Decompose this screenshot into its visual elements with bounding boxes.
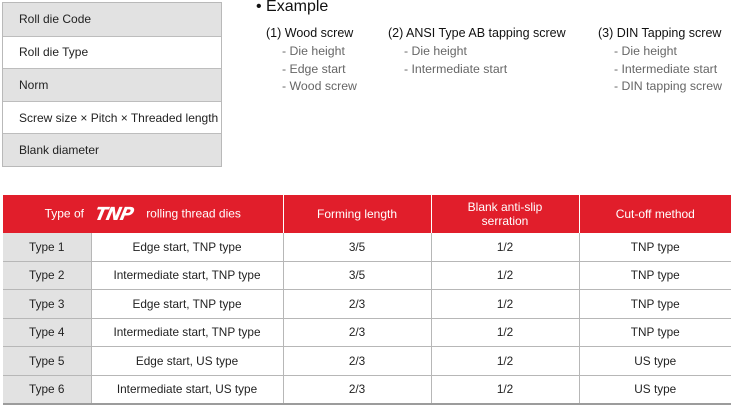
example-item: - Intermediate start [614,61,718,76]
example-ansi-tapping-screw: (2) ANSI Type AB tapping screw - Die hei… [388,26,566,78]
example-title: • Example [256,0,329,15]
cell-cutoff: US type [578,346,732,376]
cell-serration: 1/2 [430,261,580,290]
example-wood-screw: (1) Wood screw - Die height - Edge start… [266,26,357,96]
example-din-tapping-screw: (3) DIN Tapping screw - Die height - Int… [598,26,722,96]
cell-forming-length: 2/3 [282,375,432,405]
cell-start: Intermediate start, US type [90,375,284,405]
code-row-blank-diameter: Blank diameter [3,133,221,166]
example-item: - DIN tapping screw [614,79,722,93]
cell-type: Type 2 [3,261,91,290]
table-header-row: Type of TNP rolling thread dies Forming … [3,195,732,233]
header-type-of-dies: Type of TNP rolling thread dies [3,195,284,233]
header-type-suffix: rolling thread dies [146,206,241,221]
header-forming-length: Forming length [282,195,432,233]
cell-serration: 1/2 [430,289,580,319]
cell-type: Type 1 [3,233,91,262]
cell-type: Type 6 [3,375,91,405]
tnp-logo: TNP [93,203,136,225]
roll-die-code-box: Roll die Code Roll die Type Norm Screw s… [2,2,222,167]
table-row: Type 3 Edge start, TNP type 2/3 1/2 TNP … [3,289,732,319]
example-heading: (1) Wood screw [266,26,354,40]
cell-cutoff: TNP type [578,318,732,347]
example-heading: (2) ANSI Type AB tapping screw [388,26,566,40]
code-row-roll-die-type: Roll die Type [3,35,221,69]
example-item: - Edge start [282,61,346,76]
cell-cutoff: TNP type [578,289,732,319]
cell-forming-length: 2/3 [282,318,432,347]
code-row-norm: Norm [3,68,221,101]
cell-start: Intermediate start, TNP type [90,261,284,290]
cell-cutoff: TNP type [578,233,732,262]
cell-serration: 1/2 [430,233,580,262]
code-label: Norm [19,77,49,92]
table-row: Type 6 Intermediate start, US type 2/3 1… [3,375,732,405]
cell-forming-length: 3/5 [282,233,432,262]
cell-serration: 1/2 [430,318,580,347]
header-blank-serration-line2: serration [481,214,529,228]
rolling-dies-table: Type of TNP rolling thread dies Forming … [3,195,732,405]
code-label: Blank diameter [19,143,100,158]
example-item: - Die height [282,44,345,58]
example-item: - Intermediate start [404,61,508,76]
cell-type: Type 3 [3,289,91,319]
cell-cutoff: US type [578,375,732,405]
code-label: Screw size × Pitch × Threaded length [19,110,219,125]
cell-type: Type 5 [3,346,91,376]
header-blank-serration-line1: Blank anti-slip [467,200,543,214]
cell-start: Intermediate start, TNP type [90,318,284,347]
code-label: Roll die Type [19,45,89,60]
example-heading: (3) DIN Tapping screw [598,26,722,40]
code-label: Roll die Code [19,12,92,27]
example-item: - Die height [404,44,467,58]
cell-type: Type 4 [3,318,91,347]
cell-forming-length: 2/3 [282,289,432,319]
cell-cutoff: TNP type [578,261,732,290]
cell-forming-length: 3/5 [282,261,432,290]
cell-start: Edge start, US type [90,346,284,376]
table-row: Type 1 Edge start, TNP type 3/5 1/2 TNP … [3,233,732,262]
cell-start: Edge start, TNP type [90,289,284,319]
table-row: Type 4 Intermediate start, TNP type 2/3 … [3,318,732,347]
cell-serration: 1/2 [430,346,580,376]
header-type-prefix: Type of [44,206,84,221]
example-item: - Die height [614,44,677,58]
cell-forming-length: 2/3 [282,346,432,376]
example-item: - Wood screw [282,79,357,93]
code-row-screw-size: Screw size × Pitch × Threaded length [3,100,221,134]
table-row: Type 5 Edge start, US type 2/3 1/2 US ty… [3,346,732,376]
cell-start: Edge start, TNP type [90,233,284,262]
cell-serration: 1/2 [430,375,580,405]
header-blank-serration: Blank anti-slip serration [430,195,580,233]
code-row-roll-die-code: Roll die Code [3,3,221,36]
header-cutoff-method: Cut-off method [578,195,732,233]
table-row: Type 2 Intermediate start, TNP type 3/5 … [3,261,732,290]
